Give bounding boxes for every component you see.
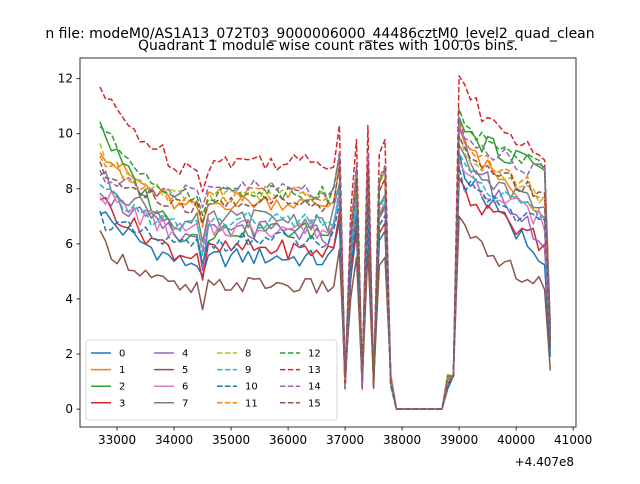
series-line-9 [99,152,552,410]
y-tick-label-4: 4 [65,292,73,306]
x-tick-label-33000: 33000 [98,433,136,447]
legend-label-9: 9 [245,365,251,376]
legend-label-13: 13 [308,365,321,376]
y-tick-label-2: 2 [65,347,73,361]
series-line-10 [99,166,552,410]
legend-box [85,339,338,421]
x-tick-label-34000: 34000 [155,433,193,447]
series-line-3 [99,177,552,410]
x-tick-label-36000: 36000 [269,433,307,447]
legend-label-14: 14 [308,382,321,393]
legend-label-4: 4 [182,349,188,360]
chart-title: Quadrant 1 module wise count rates with … [138,38,518,54]
y-tick-label-0: 0 [65,402,73,416]
x-tick-label-39000: 39000 [440,433,478,447]
figure-suptitle: n file: modeM0/AS1A13_072T03_9000006000_… [45,26,594,42]
axes-frame [79,57,577,428]
x-tick-label-41000: 41000 [554,433,592,447]
series-line-8 [99,132,552,410]
legend-label-12: 12 [308,349,321,360]
legend-label-2: 2 [119,382,125,393]
series-line-5 [99,215,552,410]
plot-area [99,75,552,410]
legend-label-0: 0 [119,349,125,360]
series-line-7 [99,143,552,410]
x-tick-label-37000: 37000 [326,433,364,447]
series-line-14 [99,116,552,410]
legend-label-6: 6 [182,382,188,393]
legend-label-8: 8 [245,349,251,360]
series-line-4 [99,127,552,410]
legend-label-1: 1 [119,365,125,376]
legend-label-11: 11 [245,398,258,409]
x-tick-label-35000: 35000 [212,433,250,447]
legend-label-7: 7 [182,398,188,409]
y-tick-label-8: 8 [65,182,73,196]
legend-label-15: 15 [308,398,321,409]
series-line-1 [99,124,552,410]
series-line-15 [99,135,552,410]
x-tick-label-40000: 40000 [497,433,535,447]
legend-label-10: 10 [245,382,258,393]
x-axis-offset-text: +4.407e8 [515,455,574,469]
y-tick-label-10: 10 [58,127,73,141]
series-line-13 [99,75,552,410]
legend-label-5: 5 [182,365,188,376]
y-tick-label-6: 6 [65,237,73,251]
axes: 33000 34000 35000 36000 37000 38000 39000 40000… [58,57,592,447]
legend-label-3: 3 [119,398,125,409]
x-tick-label-38000: 38000 [383,433,421,447]
y-tick-label-12: 12 [58,72,73,86]
